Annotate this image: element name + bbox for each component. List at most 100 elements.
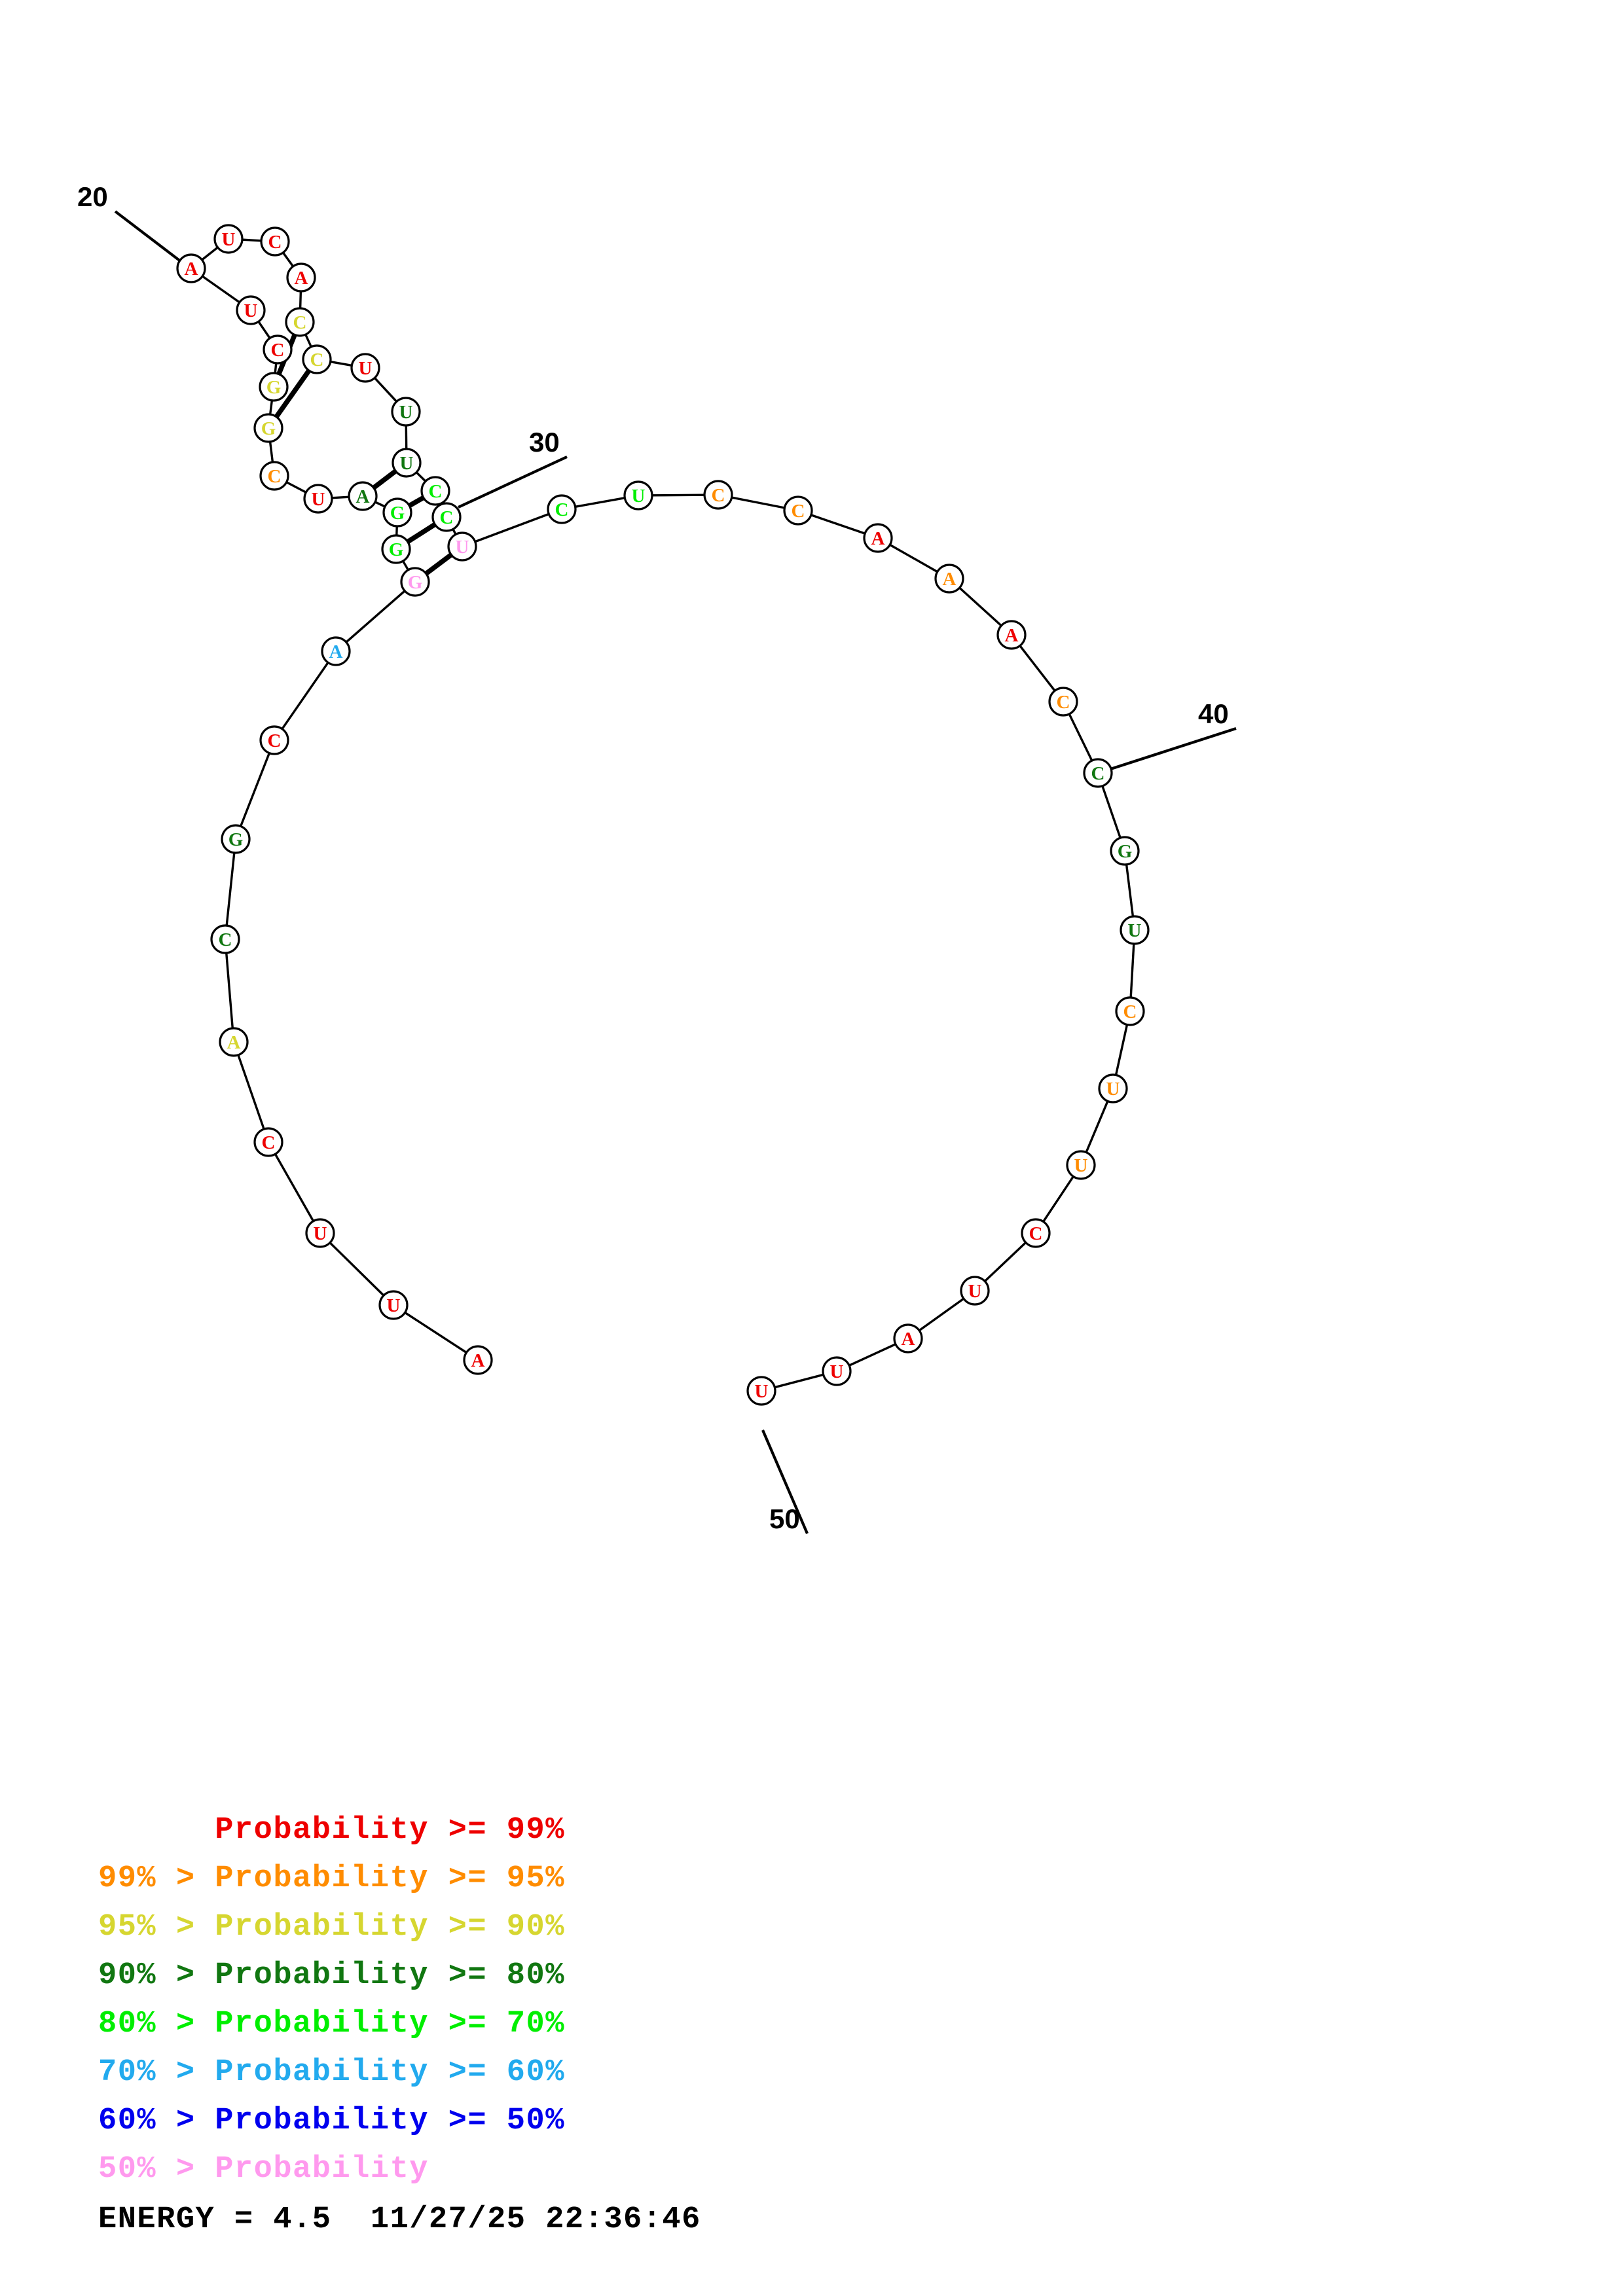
- nucleotide-c[interactable]: C: [259, 461, 289, 491]
- nucleotide-g[interactable]: G: [382, 497, 412, 528]
- nucleotide-g[interactable]: G: [221, 824, 251, 854]
- nucleotide-g[interactable]: G: [259, 372, 289, 402]
- nucleotide-u[interactable]: U: [303, 484, 333, 514]
- nucleotide-u[interactable]: U: [1098, 1073, 1128, 1103]
- nucleotide-a[interactable]: A: [286, 262, 316, 293]
- nucleotide-circle: [1120, 915, 1150, 945]
- nucleotide-c[interactable]: C: [547, 494, 577, 524]
- backbone-segment: [225, 952, 234, 1030]
- nucleotide-circle: [420, 476, 450, 506]
- nucleotide-letter: C: [712, 485, 725, 506]
- nucleotide-c[interactable]: C: [431, 502, 462, 532]
- nucleotide-letter: C: [271, 340, 285, 361]
- backbone-segment: [236, 1054, 266, 1130]
- nucleotide-u[interactable]: U: [350, 353, 380, 383]
- nucleotide-letter: C: [1091, 763, 1105, 784]
- nucleotide-a[interactable]: A: [863, 523, 893, 553]
- nucleotide-c[interactable]: C: [783, 495, 813, 526]
- nucleotide-letter: C: [268, 232, 282, 253]
- backbone-segment: [848, 1342, 897, 1367]
- nucleotide-u[interactable]: U: [391, 397, 421, 427]
- nucleotide-u[interactable]: U: [960, 1276, 990, 1306]
- nucleotide-circle: [348, 481, 378, 511]
- nucleotide-circle: [391, 397, 421, 427]
- nucleotide-c[interactable]: C: [263, 334, 293, 365]
- nucleotide-c[interactable]: C: [703, 480, 733, 510]
- nucleotide-letter: G: [228, 829, 244, 850]
- nucleotide-c[interactable]: C: [253, 1127, 283, 1157]
- nucleotide-a[interactable]: A: [219, 1027, 249, 1057]
- nucleotide-a[interactable]: A: [934, 564, 964, 594]
- nucleotide-circle: [1098, 1073, 1128, 1103]
- backbone-segment: [304, 333, 313, 348]
- legend-row-70: 80% > Probability >= 70%: [98, 2007, 565, 2041]
- nucleotide-circle: [350, 353, 380, 383]
- nucleotide-circle: [893, 1323, 923, 1354]
- backbone-segment: [285, 480, 308, 494]
- backbone-segment: [374, 500, 386, 509]
- nucleotide-u[interactable]: U: [746, 1376, 776, 1406]
- nucleotide-letter: U: [456, 537, 469, 558]
- nucleotide-u[interactable]: U: [447, 531, 477, 562]
- nucleotide-u[interactable]: U: [213, 224, 244, 254]
- nucleotide-a[interactable]: A: [893, 1323, 923, 1354]
- nucleotide-u[interactable]: U: [822, 1356, 852, 1386]
- nucleotide-c[interactable]: C: [302, 344, 332, 374]
- nucleotide-a[interactable]: A: [348, 481, 378, 511]
- backbone-segment: [1125, 863, 1135, 918]
- backbone-lines: [200, 238, 1135, 1389]
- nucleotide-u[interactable]: U: [1066, 1150, 1096, 1180]
- nucleotide-circle: [286, 262, 316, 293]
- nucleotide-c[interactable]: C: [1115, 996, 1145, 1026]
- nucleotide-letter: U: [314, 1223, 327, 1244]
- nucleotide-letter: A: [943, 569, 957, 590]
- nucleotide-g[interactable]: G: [381, 534, 411, 564]
- nucleotide-circle: [378, 1290, 409, 1320]
- nucleotide-circle: [1048, 687, 1078, 717]
- nucleotide-g[interactable]: G: [400, 567, 430, 597]
- base-pair-bond: [273, 368, 312, 420]
- legend-row-below50: 50% > Probability: [98, 2152, 429, 2187]
- nucleotide-c[interactable]: C: [285, 307, 315, 337]
- nucleotide-circle: [934, 564, 964, 594]
- nucleotide-circle: [746, 1376, 776, 1406]
- nucleotide-c[interactable]: C: [259, 725, 289, 755]
- backbone-segment: [274, 1153, 315, 1223]
- nucleotide-c[interactable]: C: [1048, 687, 1078, 717]
- nucleotide-u[interactable]: U: [392, 448, 422, 478]
- nucleotide-g[interactable]: G: [1110, 836, 1140, 866]
- nucleotide-a[interactable]: A: [996, 620, 1027, 650]
- nucleotide-a[interactable]: A: [321, 636, 351, 666]
- nucleotide-a[interactable]: A: [176, 253, 206, 283]
- nucleotide-letter: G: [390, 503, 405, 524]
- nucleotide-u[interactable]: U: [1120, 915, 1150, 945]
- nucleotide-c[interactable]: C: [420, 476, 450, 506]
- nucleotide-letter: C: [262, 1132, 276, 1153]
- backbone-segment: [257, 320, 272, 340]
- nucleotide-circle: [213, 224, 244, 254]
- legend-row-95: 99% > Probability >= 95%: [98, 1861, 565, 1896]
- nucleotide-u[interactable]: U: [378, 1290, 409, 1320]
- nucleotide-circle: [703, 480, 733, 510]
- nucleotide-letter: U: [968, 1281, 982, 1302]
- backbone-segment: [888, 543, 939, 573]
- nucleotide-c[interactable]: C: [210, 924, 240, 954]
- nucleotide-letter: U: [359, 358, 373, 379]
- nucleotide-c[interactable]: C: [1021, 1218, 1051, 1248]
- nucleotide-circle: [259, 461, 289, 491]
- nucleotide-circle: [382, 497, 412, 528]
- nucleotide-circle: [259, 725, 289, 755]
- nucleotide-letter: U: [387, 1295, 401, 1316]
- nucleotide-c[interactable]: C: [260, 226, 290, 257]
- nucleotide-u[interactable]: U: [305, 1218, 335, 1248]
- nucleotide-circle: [1110, 836, 1140, 866]
- nucleotide-a[interactable]: A: [463, 1345, 493, 1375]
- nucleotide-u[interactable]: U: [236, 295, 266, 325]
- base-pair-bond: [405, 522, 437, 545]
- nucleotide-u[interactable]: U: [623, 480, 653, 511]
- backbone-segment: [958, 586, 1003, 627]
- nucleotide-g[interactable]: G: [253, 413, 283, 443]
- nucleotide-c[interactable]: C: [1083, 758, 1113, 788]
- nucleotide-letter: A: [227, 1032, 241, 1053]
